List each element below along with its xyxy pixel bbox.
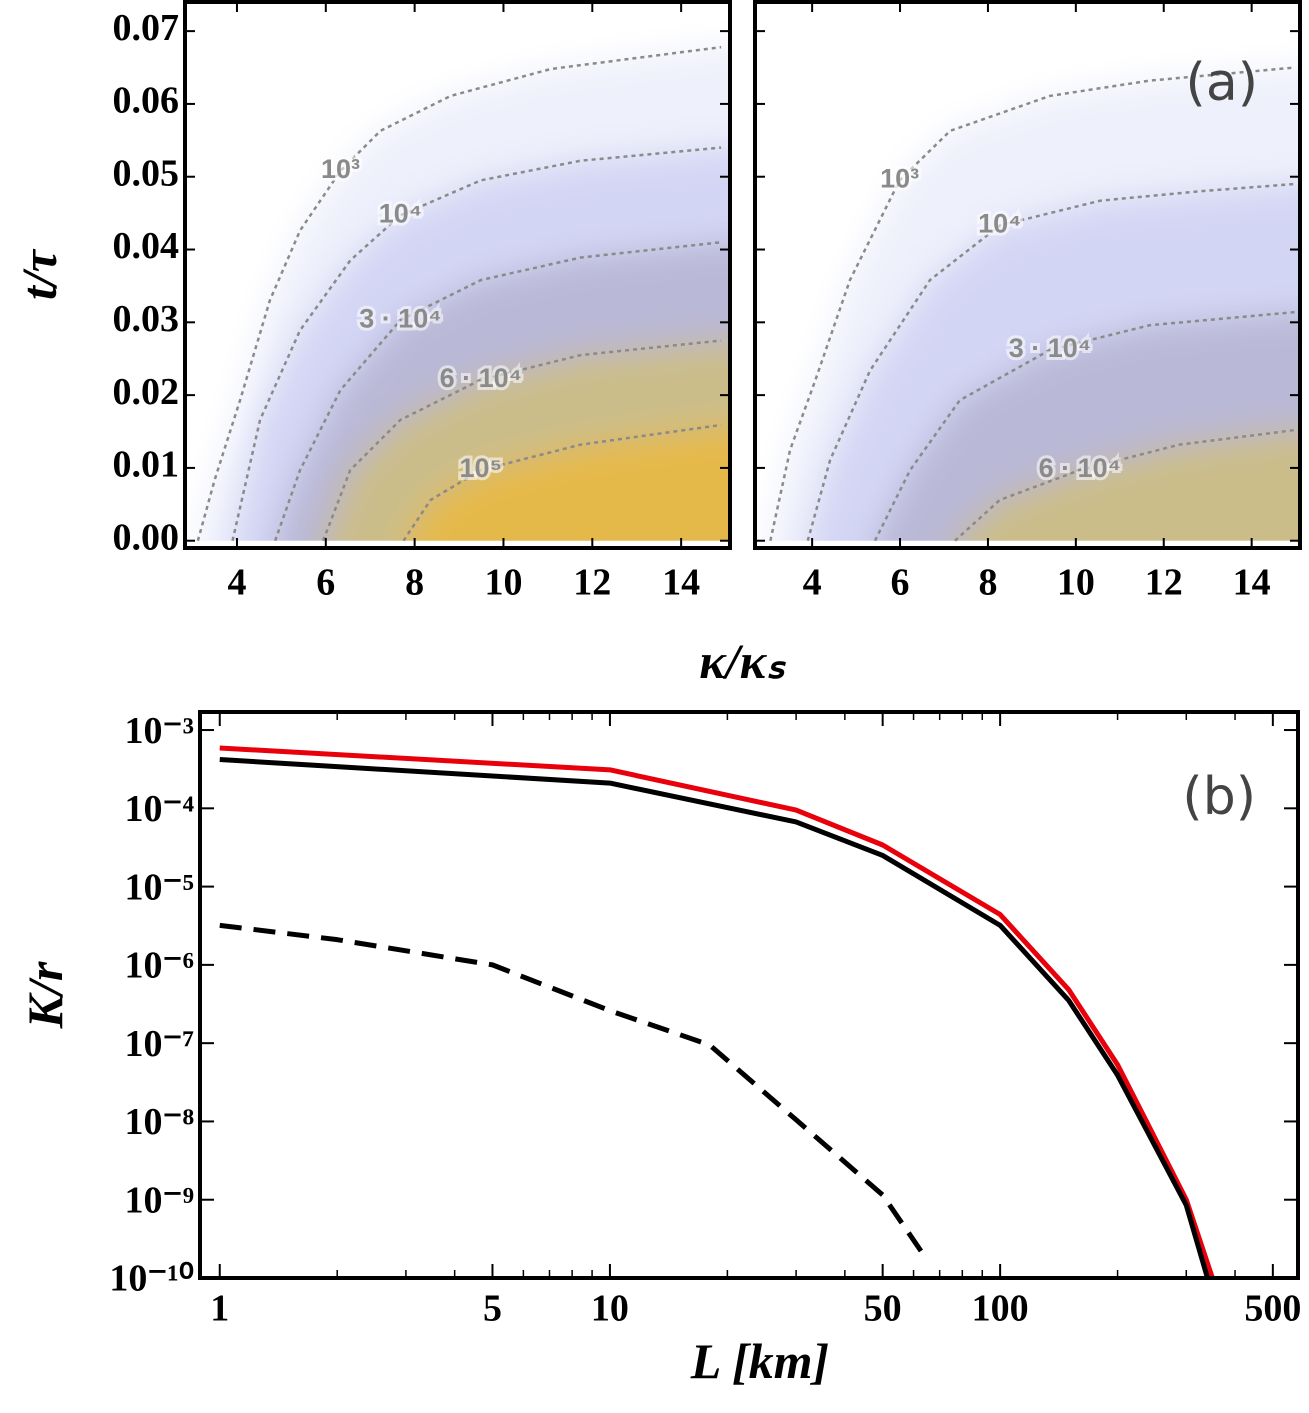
x-tick-label: 4: [227, 562, 246, 604]
y-tick-label: 10⁻⁷: [125, 1023, 194, 1065]
contour-label: 3 · 10⁴: [1009, 333, 1091, 363]
y-tick-label: 0.06: [113, 80, 180, 122]
line: [219, 922, 930, 1262]
contour-line: [273, 240, 722, 542]
line: [219, 757, 1210, 1276]
x-tick-label: 6: [891, 562, 910, 604]
y-tick-label: 10⁻⁹: [125, 1179, 194, 1221]
y-tick-label: 0.04: [113, 225, 180, 267]
y-tick-label: 0.00: [113, 516, 180, 558]
y-tick-label: 10⁻³: [125, 710, 194, 752]
x-tick-label: 14: [1233, 562, 1271, 604]
out-of-range: [757, 540, 1298, 546]
y-tick-label: 0.01: [113, 444, 180, 486]
level-region: [954, 430, 1298, 546]
plot-frame: [183, 0, 732, 550]
x-tick-label: 6: [316, 562, 335, 604]
x-tick-label: 10: [1057, 562, 1095, 604]
out-of-range: [187, 540, 728, 546]
contour-line: [402, 423, 722, 542]
x-tick-label: 12: [573, 562, 611, 604]
x-tick-label: 500: [1244, 1288, 1301, 1330]
x-axis-label: L [km]: [690, 1333, 829, 1389]
y-tick-label: 10⁻⁵: [125, 866, 194, 908]
y-tick-label: 10⁻¹⁰: [109, 1258, 194, 1300]
y-tick-label: 10⁻⁴: [125, 788, 195, 830]
plot-lines: [219, 745, 1215, 1276]
x-tick-label: 1: [210, 1288, 229, 1330]
contour-line: [954, 428, 1295, 542]
heatmap: [187, 45, 728, 546]
x-axis-label: κ/κₛ: [699, 633, 786, 689]
contour-label: 10³: [321, 154, 360, 184]
x-tick-label: 8: [405, 562, 424, 604]
x-tick-label: 12: [1145, 562, 1183, 604]
x-tick-label: 50: [864, 1288, 902, 1330]
x-tick-label: 10: [484, 562, 522, 604]
x-tick-label: 8: [978, 562, 997, 604]
plot-frame: [198, 710, 1300, 1280]
x-tick-label: 4: [803, 562, 822, 604]
contour-line: [769, 66, 1295, 541]
y-axis-label: t/τ: [11, 248, 67, 300]
y-tick-label: 10⁻⁸: [125, 1101, 194, 1143]
y-tick-label: 0.03: [113, 298, 180, 340]
heatmap-fill: [770, 67, 1298, 546]
contour-label: 10⁴: [978, 209, 1021, 239]
heatmap-fill: [197, 47, 728, 546]
contour-label: 10³: [880, 163, 919, 193]
x-tick-label: 10: [591, 1288, 629, 1330]
contour-label: 10⁵: [459, 453, 502, 483]
panel-label: (b): [1182, 767, 1256, 827]
contour-line: [873, 310, 1295, 542]
panel-label: (a): [1186, 53, 1258, 113]
contour-line: [321, 339, 722, 542]
contour-label: 10⁴: [379, 198, 422, 228]
x-tick-label: 100: [972, 1288, 1029, 1330]
contour-line: [196, 45, 722, 542]
plot-frame: [753, 0, 1302, 550]
x-tick-label: 14: [662, 562, 700, 604]
y-tick-label: 0.05: [113, 152, 180, 194]
y-tick-label: 0.02: [113, 371, 180, 413]
y-tick-label: 0.07: [113, 7, 180, 49]
contour-label: 3 · 10⁴: [359, 303, 441, 333]
x-tick-label: 5: [483, 1288, 502, 1330]
heatmap: [757, 66, 1298, 546]
contour-label: 6 · 10⁴: [1039, 453, 1121, 483]
y-tick-label: 10⁻⁶: [125, 945, 194, 987]
line: [219, 745, 1215, 1276]
contour-label: 6 · 10⁴: [440, 363, 522, 393]
y-axis-label: K/r: [17, 961, 73, 1029]
level-region: [403, 424, 728, 546]
